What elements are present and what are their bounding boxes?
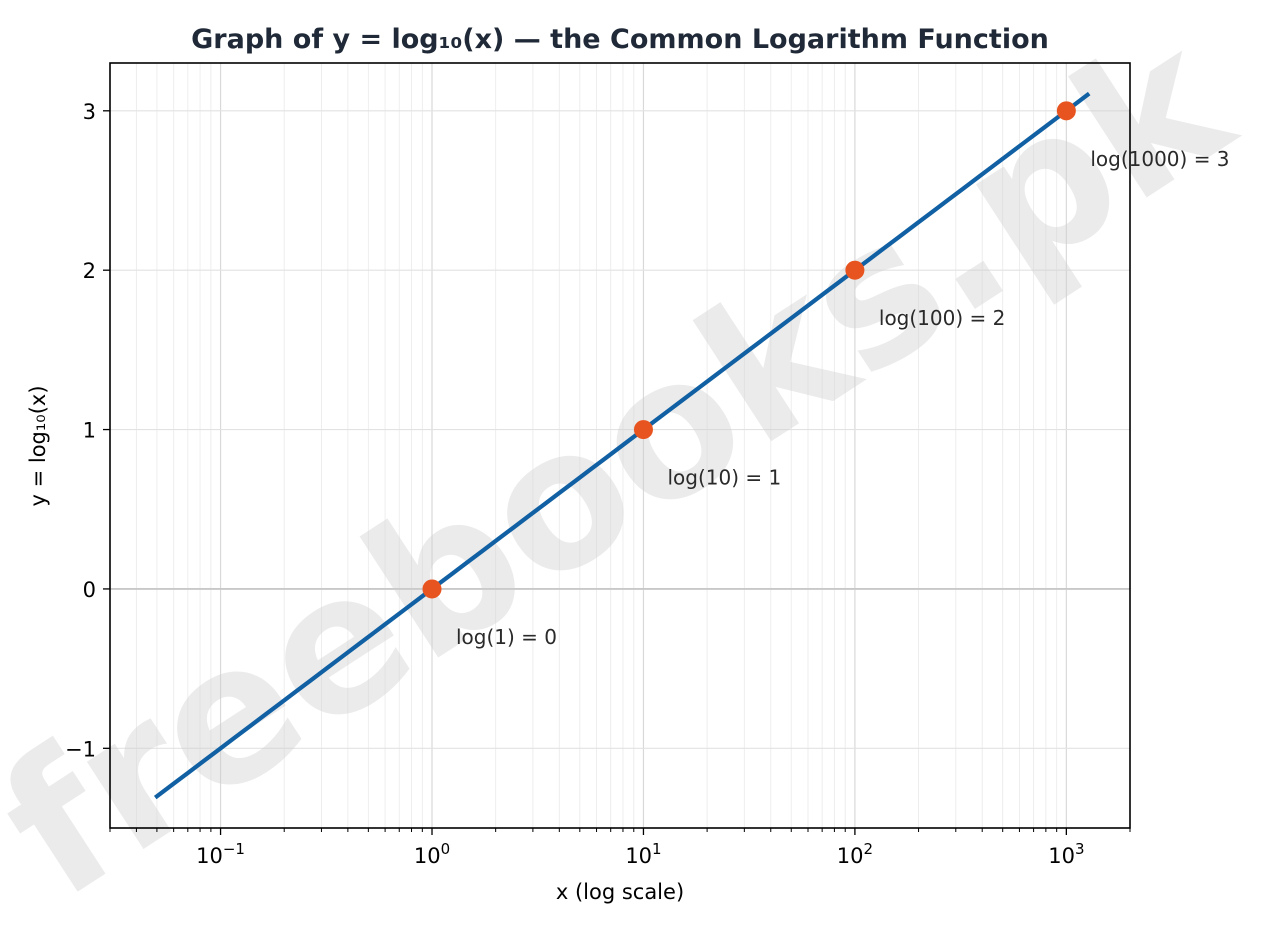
point-annotation: log(1) = 0 xyxy=(456,625,557,649)
data-point xyxy=(633,420,653,440)
x-tick-label: 10−1 xyxy=(196,840,245,868)
data-point xyxy=(422,579,442,599)
series-layer xyxy=(153,91,1091,800)
point-annotation: log(10) = 1 xyxy=(667,466,781,490)
chart-title: Graph of y = log₁₀(x) — the Common Logar… xyxy=(191,24,1049,55)
point-annotation: log(100) = 2 xyxy=(879,306,1005,330)
x-tick-label: 100 xyxy=(414,840,450,868)
x-tick-label: 102 xyxy=(837,840,873,868)
x-tick-label: 103 xyxy=(1048,840,1084,868)
x-axis-label: x (log scale) xyxy=(556,880,684,904)
data-point xyxy=(1056,101,1076,121)
y-tick-label: 2 xyxy=(83,259,96,283)
y-axis-label: y = log₁₀(x) xyxy=(26,385,50,506)
points-layer xyxy=(422,101,1076,599)
y-tick-label: 3 xyxy=(83,100,96,124)
x-tick-label: 101 xyxy=(625,840,661,868)
y-tick-label: −1 xyxy=(65,737,96,761)
series-line-log10 xyxy=(153,91,1091,800)
ticks: 10−1 100 101 102 103 −1 0 1 2 3 xyxy=(65,100,1131,868)
plot-frame xyxy=(109,62,1131,829)
y-tick-label: 1 xyxy=(83,419,96,443)
grid xyxy=(109,63,1131,828)
point-annotation: log(1000) = 3 xyxy=(1090,147,1229,171)
annotations: log(1) = 0 log(10) = 1 log(100) = 2 log(100… xyxy=(456,147,1230,649)
y-tick-label: 0 xyxy=(83,578,96,602)
plot-border xyxy=(109,62,1131,829)
data-point xyxy=(845,260,865,280)
